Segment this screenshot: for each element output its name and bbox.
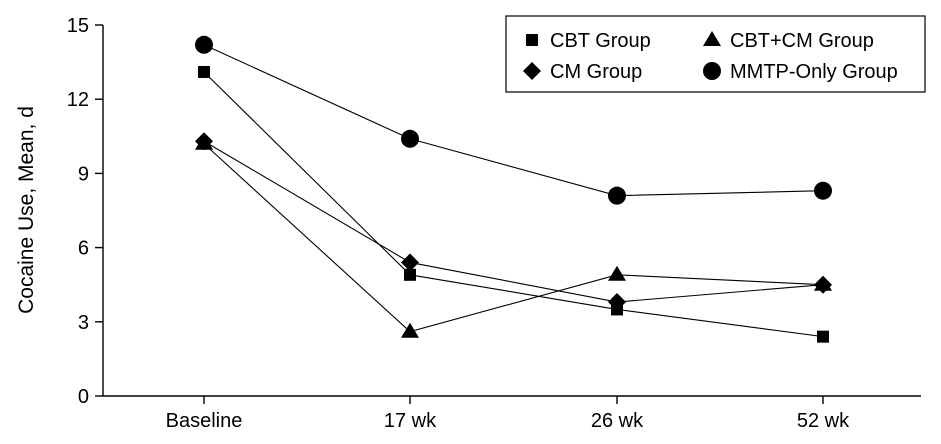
legend-entry-cbt-group: CBT Group — [526, 30, 651, 52]
legend-marker-cbt-group — [526, 34, 538, 46]
x-ticks: Baseline 17 wk 26 wk 52 wk — [166, 396, 850, 432]
x-tick-label-3: 52 wk — [797, 410, 850, 432]
point-cm-group-2 — [608, 293, 626, 312]
series-line-mmtp-only-group — [203, 44, 824, 197]
point-mmtp-only-group-1 — [401, 129, 419, 148]
series-cbt-group — [198, 65, 829, 343]
point-mmtp-only-group-0 — [195, 35, 213, 54]
legend-label-cbt-cm-group: CBT+CM Group — [730, 30, 874, 52]
legend-entry-cbt-cm-group: CBT+CM Group — [703, 30, 874, 52]
y-tick-label-9: 9 — [78, 163, 89, 185]
legend-label-mmtp-only-group: MMTP-Only Group — [730, 61, 898, 83]
point-mmtp-only-group-2 — [608, 186, 626, 205]
series-line-cbt-cm-group — [203, 143, 824, 333]
point-mmtp-only-group-3 — [814, 181, 832, 200]
legend: CBT Group CM Group CBT+CM Group MMTP-Only G… — [505, 15, 926, 93]
series-cbt-cm-group — [195, 134, 832, 338]
legend-marker-cbt-cm-group — [703, 31, 721, 46]
point-cbt-group-0 — [198, 65, 210, 78]
legend-box — [505, 15, 926, 93]
point-cbt-cm-group-0 — [195, 134, 213, 150]
y-tick-label-15: 15 — [67, 15, 89, 37]
y-ticks: 0 3 6 9 12 15 — [67, 15, 103, 408]
x-tick-label-1: 17 wk — [384, 410, 437, 432]
legend-entry-cm-group: CM Group — [523, 61, 642, 83]
legend-label-cbt-group: CBT Group — [550, 30, 651, 52]
y-axis-title: Cocaine Use, Mean, d — [15, 106, 38, 314]
legend-entry-mmtp-only-group: MMTP-Only Group — [703, 61, 898, 83]
y-tick-label-6: 6 — [78, 238, 89, 260]
point-cbt-cm-group-3 — [814, 275, 832, 291]
x-tick-label-0: Baseline — [166, 410, 243, 432]
y-tick-label-0: 0 — [78, 386, 89, 408]
axes — [102, 25, 921, 397]
series-line-cbt-group — [203, 71, 824, 338]
series-line-cm-group — [203, 140, 824, 303]
point-cbt-group-1 — [404, 268, 416, 281]
legend-marker-mmtp-only-group — [703, 62, 721, 80]
y-tick-label-12: 12 — [67, 89, 89, 111]
series-mmtp-only-group — [195, 35, 832, 205]
point-cbt-cm-group-1 — [401, 322, 419, 338]
y-tick-label-3: 3 — [78, 312, 89, 334]
point-cbt-group-3 — [817, 330, 829, 343]
point-cbt-cm-group-2 — [608, 265, 626, 281]
x-tick-label-2: 26 wk — [591, 410, 644, 432]
legend-marker-cm-group — [523, 62, 541, 80]
series-cm-group — [195, 132, 832, 312]
point-cm-group-1 — [401, 253, 419, 272]
series-layer — [195, 35, 832, 343]
legend-label-cm-group: CM Group — [550, 61, 642, 83]
